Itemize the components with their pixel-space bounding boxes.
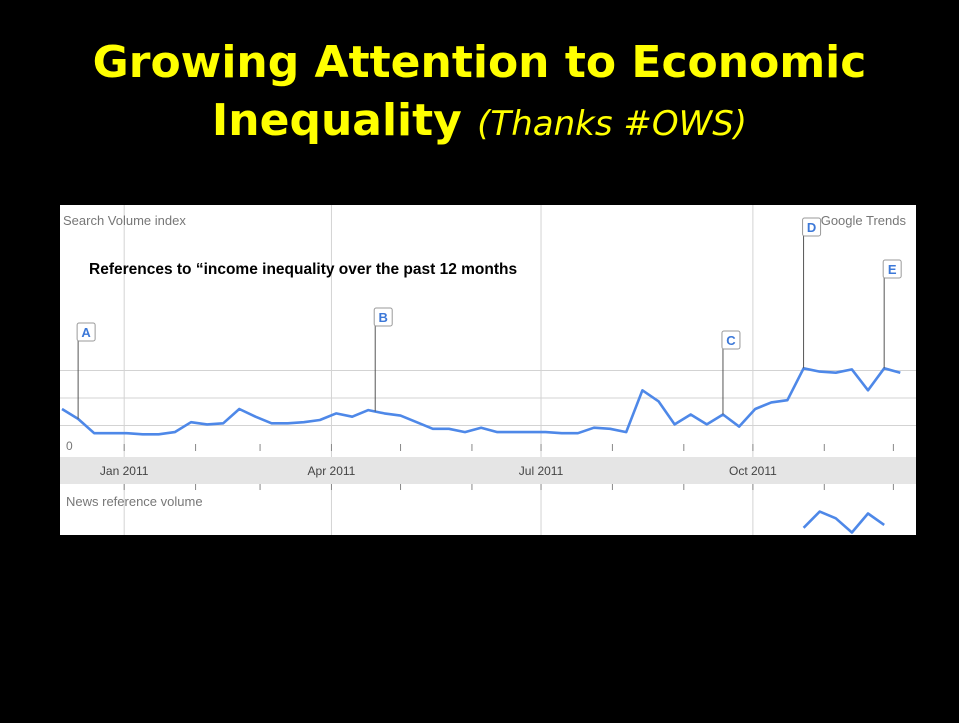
annotation-box bbox=[882, 259, 902, 279]
news-volume-line bbox=[802, 510, 885, 534]
annotation-label: B bbox=[379, 310, 388, 325]
annotation-marker-d: D bbox=[802, 217, 822, 369]
annotation-label: E bbox=[888, 262, 897, 277]
trends-chart-panel: Search Volume index Google Trends Refere… bbox=[60, 205, 916, 535]
slide-title: Growing Attention to Economic Inequality… bbox=[0, 34, 959, 153]
annotation-label: A bbox=[81, 325, 91, 340]
series-group bbox=[61, 367, 901, 534]
x-axis-band: Jan 2011 Apr 2011 Jul 2011 Oct 2011 bbox=[60, 444, 916, 490]
grid-lines bbox=[60, 205, 916, 535]
trends-chart: Search Volume index Google Trends Refere… bbox=[60, 205, 916, 535]
slide-title-main: Growing Attention to Economic Inequality bbox=[92, 37, 867, 146]
annotation-marker-e: E bbox=[882, 259, 902, 369]
annotation-box bbox=[373, 307, 393, 327]
annotation-label: D bbox=[807, 220, 816, 235]
annotation-box bbox=[721, 330, 741, 350]
search-volume-line bbox=[61, 367, 901, 436]
y-axis-label: Search Volume index bbox=[63, 213, 186, 228]
source-label: Google Trends bbox=[821, 213, 907, 228]
x-tick-label: Apr 2011 bbox=[308, 464, 356, 478]
annotation-marker-b: B bbox=[373, 307, 393, 412]
chart-caption: References to “income inequality over th… bbox=[89, 261, 517, 278]
y-axis-zero-label: 0 bbox=[66, 439, 73, 453]
news-panel-label: News reference volume bbox=[66, 494, 203, 509]
x-tick-label: Oct 2011 bbox=[729, 464, 777, 478]
annotation-box bbox=[76, 322, 96, 342]
x-axis-band-rect bbox=[60, 457, 916, 484]
annotation-box bbox=[802, 217, 822, 237]
annotation-marker-c: C bbox=[721, 330, 741, 415]
slide-title-subtitle: (Thanks #OWS) bbox=[477, 104, 748, 144]
annotation-marker-a: A bbox=[76, 322, 96, 419]
x-tick-label: Jul 2011 bbox=[519, 464, 564, 478]
x-tick-label: Jan 2011 bbox=[100, 464, 149, 478]
annotations-group: A B C D E bbox=[76, 217, 902, 419]
annotation-label: C bbox=[726, 333, 736, 348]
